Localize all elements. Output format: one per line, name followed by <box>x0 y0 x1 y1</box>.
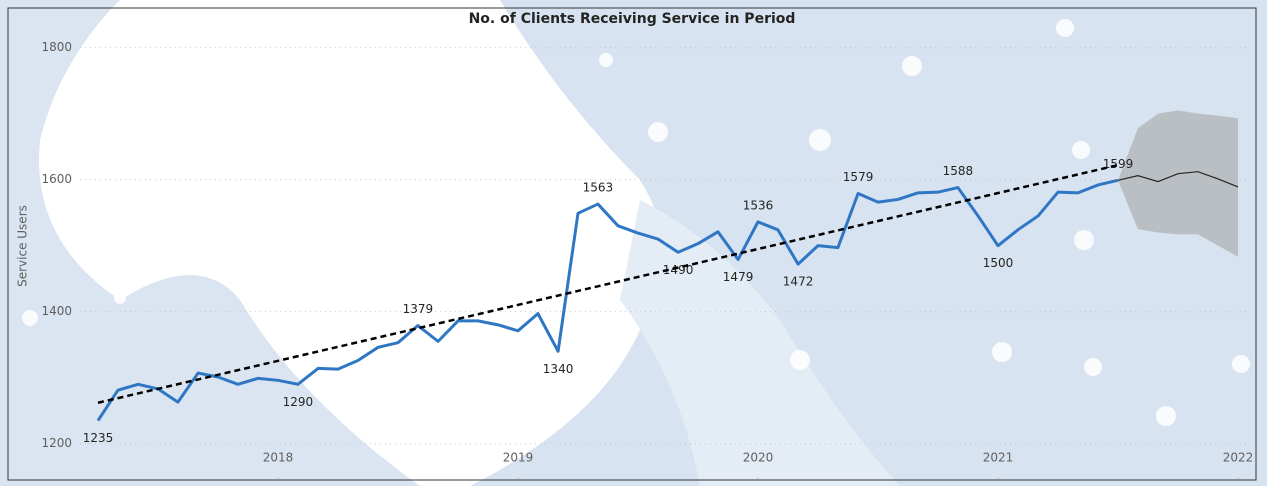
forecast-band <box>1118 110 1238 257</box>
data-label: 1579 <box>843 170 874 184</box>
data-label: 1536 <box>743 198 774 212</box>
x-tick-label: 2019 <box>503 451 534 465</box>
data-label: 1588 <box>943 164 974 178</box>
data-label: 1379 <box>403 302 434 316</box>
trend-line <box>97 163 1119 404</box>
y-axis-label: Service Users <box>16 205 30 287</box>
forecast-line <box>1117 171 1239 188</box>
data-label: 1472 <box>783 275 814 289</box>
data-label: 1500 <box>983 256 1014 270</box>
data-label: 1479 <box>723 270 754 284</box>
data-label: 1340 <box>543 362 574 376</box>
chart-title: No. of Clients Receiving Service in Peri… <box>469 11 796 27</box>
data-label: 1290 <box>283 395 314 409</box>
plot-frame <box>7 7 1257 481</box>
x-tick-label: 2021 <box>983 451 1014 465</box>
data-label: 1563 <box>583 181 614 195</box>
x-tick-label: 2018 <box>263 451 294 465</box>
x-tick-label: 2022 <box>1223 451 1254 465</box>
y-tick-label: 1800 <box>41 40 72 54</box>
y-tick-label: 1600 <box>41 172 72 186</box>
data-label: 1235 <box>83 431 114 445</box>
y-tick-label: 1200 <box>41 436 72 450</box>
x-tick-label: 2020 <box>743 451 774 465</box>
data-label: 1599 <box>1103 157 1134 171</box>
y-tick-label: 1400 <box>41 304 72 318</box>
series-line <box>96 178 1119 422</box>
